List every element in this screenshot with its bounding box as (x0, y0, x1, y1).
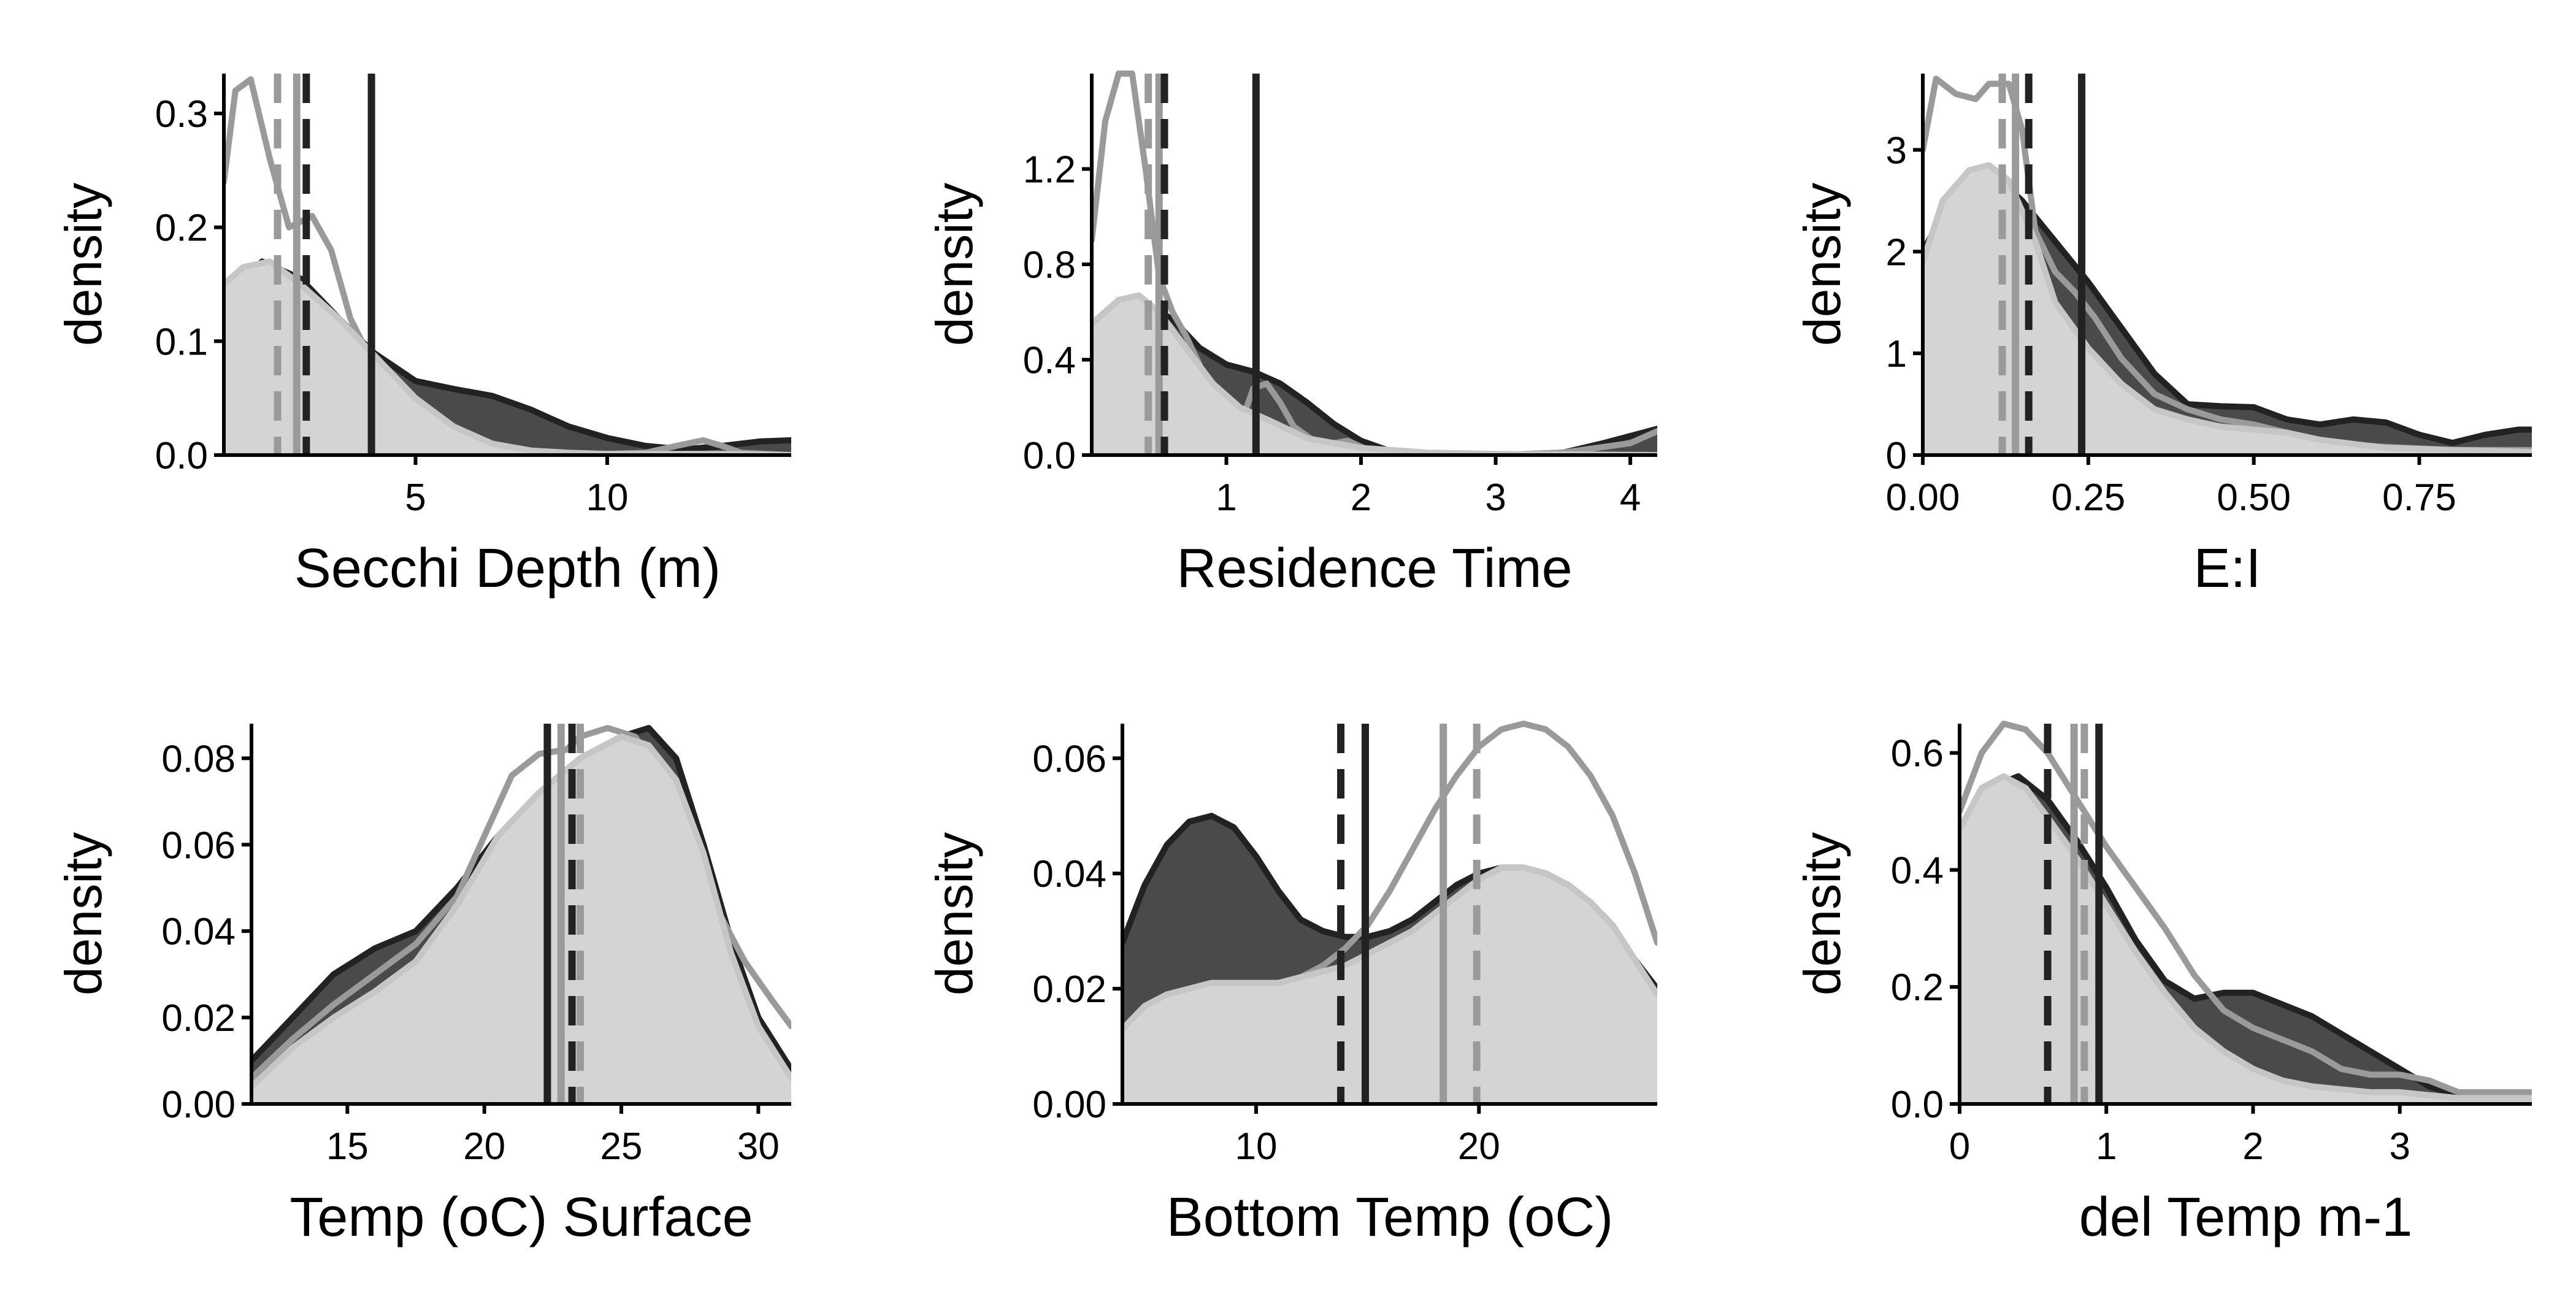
y-axis-title: density (1793, 183, 1851, 346)
x-tick-label: 20 (1458, 1125, 1500, 1168)
density-curve-dark-fill (1960, 773, 2532, 1101)
y-tick-label: 0.4 (1023, 340, 1076, 382)
y-tick-label: 0.1 (155, 321, 208, 363)
y-tick-label: 0.08 (161, 738, 236, 780)
density-area-light-fill (1092, 295, 1657, 455)
y-tick-label: 0.00 (1032, 1084, 1106, 1126)
y-tick-label: 0.06 (161, 824, 236, 867)
y-tick-label: 0.6 (1891, 733, 1944, 775)
y-tick-label: 0.04 (1032, 853, 1106, 895)
x-axis-title: E:I (2193, 538, 2261, 599)
density-panel-2: 0.0 0.4 0.8 1.2 1 2 3 4 Residence Time density (926, 71, 1657, 599)
x-axis-title: Temp (oC) Surface (289, 1187, 753, 1248)
x-tick-label: 20 (463, 1125, 505, 1168)
y-tick-label: 0.0 (1023, 435, 1076, 477)
density-curve-mid-line (1960, 721, 2532, 1095)
x-tick-label: 0.25 (2052, 477, 2126, 519)
y-tick-label: 0.0 (155, 435, 208, 477)
plot-area (1923, 74, 2532, 455)
y-tick-label: 0.00 (161, 1084, 236, 1126)
y-tick-label: 0.2 (155, 207, 208, 250)
x-axis-title: Bottom Temp (oC) (1167, 1187, 1614, 1248)
density-curve-dark-fill (1923, 167, 2532, 446)
density-area-light-fill (1923, 165, 2532, 455)
x-tick-label: 3 (2389, 1125, 2410, 1168)
y-tick-label: 0.2 (1891, 967, 1944, 1009)
x-tick-label: 15 (326, 1125, 369, 1168)
density-area-light-fill (224, 261, 791, 455)
density-curve-light-fill (1092, 292, 1657, 455)
x-tick-label: 1 (2096, 1125, 2117, 1168)
x-tick-label: 4 (1620, 477, 1641, 519)
density-panel-5: 0.00 0.02 0.04 0.06 10 20 Bottom Temp (oC) dens… (926, 721, 1657, 1248)
y-tick-label: 0.4 (1891, 849, 1944, 892)
x-tick-label: 0.50 (2217, 477, 2291, 519)
y-tick-label: 2 (1886, 231, 1907, 274)
y-axis-title: density (55, 832, 112, 995)
x-tick-label: 1 (1216, 477, 1236, 519)
y-axis-title: density (1793, 832, 1851, 995)
density-area-light-fill (1122, 867, 1657, 1104)
x-axis-title: del Temp m-1 (2079, 1187, 2413, 1248)
y-tick-label: 0 (1886, 435, 1907, 477)
y-tick-label: 3 (1886, 129, 1907, 172)
plot-area (251, 724, 791, 1104)
x-tick-label: 0.75 (2382, 477, 2456, 519)
plot-area (1960, 721, 2532, 1104)
x-tick-label: 10 (586, 477, 629, 519)
y-tick-label: 1.2 (1023, 149, 1076, 191)
density-curve-light-fill (1923, 162, 2532, 455)
plot-area (1122, 721, 1657, 1104)
x-tick-label: 30 (737, 1125, 780, 1168)
y-tick-label: 0.02 (161, 997, 236, 1040)
x-axis-title: Residence Time (1176, 538, 1572, 599)
y-tick-label: 1 (1886, 333, 1907, 375)
plot-area (1092, 71, 1657, 455)
y-tick-label: 0.8 (1023, 244, 1076, 286)
density-area-light-fill (251, 737, 791, 1104)
density-panel-3: 0 1 2 3 0.00 0.25 0.50 0.75 E:I density (1793, 74, 2532, 599)
density-panel-4: 0.00 0.02 0.04 0.06 0.08 15 20 25 30 Temp (oC) Su… (55, 724, 791, 1248)
x-tick-label: 10 (1235, 1125, 1278, 1168)
x-tick-label: 5 (405, 477, 426, 519)
x-tick-label: 2 (2242, 1125, 2263, 1168)
plot-area (224, 74, 791, 455)
y-axis-title: density (926, 832, 983, 995)
density-curve-light-fill (1122, 864, 1657, 1032)
density-panel-1: 0.0 0.1 0.2 0.3 5 10 Secchi Depth (m) density (55, 74, 791, 599)
y-tick-label: 0.04 (161, 911, 236, 953)
x-tick-label: 0 (1949, 1125, 1970, 1168)
x-tick-label: 0.00 (1886, 477, 1960, 519)
x-axis-title: Secchi Depth (m) (294, 538, 721, 599)
x-tick-label: 2 (1351, 477, 1371, 519)
y-axis-title: density (55, 183, 112, 346)
x-tick-label: 25 (600, 1125, 643, 1168)
density-curve-light-fill (1960, 773, 2532, 1101)
x-tick-label: 3 (1485, 477, 1506, 519)
y-tick-label: 0.0 (1891, 1084, 1944, 1126)
y-tick-label: 0.02 (1032, 968, 1106, 1011)
y-tick-label: 0.3 (155, 93, 208, 136)
y-axis-title: density (926, 183, 983, 346)
y-tick-label: 0.06 (1032, 738, 1106, 780)
density-panel-6: 0.0 0.2 0.4 0.6 0 1 2 3 del Temp m-1 density (1793, 721, 2532, 1248)
